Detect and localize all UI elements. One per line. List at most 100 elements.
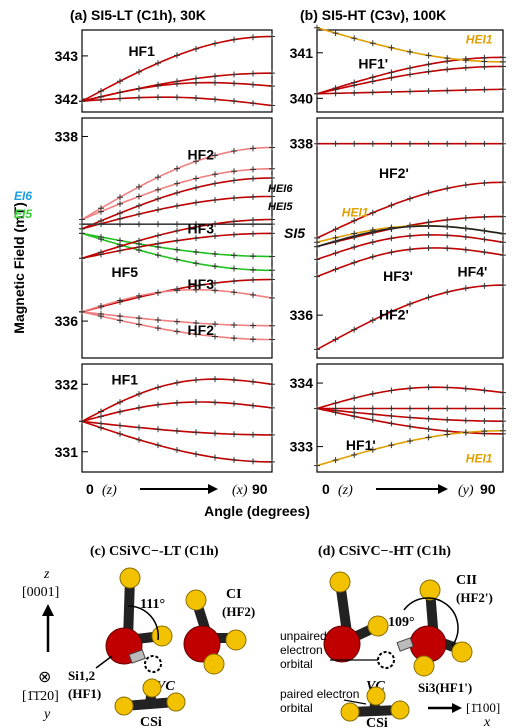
data-point bbox=[250, 378, 256, 385]
data-point bbox=[136, 211, 142, 218]
data-point bbox=[269, 144, 275, 151]
series-line bbox=[81, 420, 273, 463]
data-point bbox=[314, 273, 320, 280]
data-point bbox=[155, 401, 161, 408]
axis-z-direction: [0001] bbox=[22, 585, 59, 600]
data-point bbox=[136, 193, 142, 200]
data-point bbox=[269, 83, 275, 90]
data-point bbox=[231, 322, 237, 329]
data-point bbox=[351, 35, 358, 42]
data-point bbox=[388, 405, 395, 412]
data-point bbox=[369, 317, 376, 324]
data-point bbox=[212, 399, 218, 406]
data-point bbox=[351, 451, 358, 458]
data-point bbox=[193, 320, 199, 327]
data-point bbox=[174, 221, 180, 228]
data-point bbox=[369, 411, 376, 418]
data-point bbox=[481, 405, 488, 412]
data-point bbox=[269, 276, 275, 283]
y-tick-label: 332 bbox=[55, 376, 79, 392]
data-point bbox=[155, 94, 161, 101]
data-point bbox=[462, 140, 469, 147]
si-atom bbox=[366, 686, 386, 706]
y-tick-label: 333 bbox=[290, 439, 314, 455]
data-point bbox=[174, 328, 180, 335]
data-point bbox=[250, 266, 256, 273]
data-point bbox=[117, 237, 123, 244]
y-tick-label: 338 bbox=[55, 128, 79, 144]
data-point bbox=[136, 404, 142, 411]
data-point bbox=[314, 346, 320, 353]
axis-z-label: z bbox=[43, 567, 50, 582]
data-point bbox=[314, 24, 320, 31]
data-point bbox=[462, 429, 469, 436]
series-label: HF2 bbox=[188, 147, 215, 163]
pointer-arrow bbox=[95, 655, 113, 669]
data-point bbox=[407, 232, 413, 239]
data-point bbox=[388, 235, 395, 242]
direction-arrow-head bbox=[452, 703, 462, 713]
data-point bbox=[212, 79, 218, 86]
data-point bbox=[174, 318, 180, 325]
data-point bbox=[174, 256, 180, 263]
data-point bbox=[462, 405, 469, 412]
data-point bbox=[500, 239, 506, 246]
data-point bbox=[212, 263, 218, 270]
data-point bbox=[250, 166, 256, 173]
carbon-cii-hf: (HF2') bbox=[456, 590, 493, 605]
data-point bbox=[250, 336, 256, 343]
direction-axis: x bbox=[483, 715, 491, 728]
csi-label-c: CSi bbox=[140, 715, 162, 728]
x-tick-a-90: 90 bbox=[252, 481, 268, 497]
series-label: HEI1 bbox=[466, 33, 493, 47]
data-point bbox=[351, 395, 358, 402]
data-point bbox=[388, 249, 395, 256]
data-point bbox=[425, 426, 432, 433]
data-point bbox=[155, 240, 161, 247]
data-point bbox=[231, 252, 237, 259]
data-point bbox=[407, 437, 413, 444]
data-point bbox=[351, 326, 358, 333]
data-point bbox=[79, 98, 85, 105]
site-si12-label: Si1,2 bbox=[68, 668, 95, 683]
data-point bbox=[174, 52, 180, 59]
data-point bbox=[193, 331, 199, 338]
data-point bbox=[231, 80, 237, 87]
data-point bbox=[155, 186, 161, 193]
data-point bbox=[193, 286, 199, 293]
data-point bbox=[155, 82, 161, 89]
data-point bbox=[500, 213, 506, 220]
data-point bbox=[314, 90, 320, 97]
series-label: HF1' bbox=[358, 56, 388, 72]
data-point bbox=[269, 322, 275, 329]
series-line bbox=[81, 35, 273, 102]
site-si3-label: Si3(HF1') bbox=[418, 680, 472, 695]
data-point bbox=[231, 265, 237, 272]
data-point bbox=[481, 140, 488, 147]
data-point bbox=[425, 294, 432, 301]
si-atom bbox=[203, 653, 225, 675]
data-point bbox=[250, 70, 256, 77]
y-tick-label: 331 bbox=[55, 444, 79, 460]
data-point bbox=[481, 428, 488, 435]
carbon-atom bbox=[323, 625, 361, 663]
data-point bbox=[444, 289, 451, 296]
y-tick-label: 336 bbox=[290, 307, 314, 323]
data-point bbox=[388, 387, 395, 394]
data-point bbox=[231, 195, 237, 202]
series-line bbox=[316, 215, 503, 248]
carbon-cii-label: CII bbox=[456, 573, 477, 588]
data-point bbox=[481, 179, 488, 186]
data-point bbox=[425, 245, 432, 252]
angle-arc bbox=[127, 605, 160, 641]
data-point bbox=[136, 68, 142, 75]
data-point bbox=[481, 249, 488, 256]
data-point bbox=[250, 276, 256, 283]
data-point bbox=[425, 52, 432, 59]
data-point bbox=[332, 336, 339, 343]
carbon-ci-hf: (HF2) bbox=[222, 604, 255, 619]
axis-y-label: y bbox=[42, 707, 51, 722]
data-point bbox=[193, 451, 199, 458]
data-point bbox=[369, 417, 376, 424]
series-line bbox=[316, 284, 504, 351]
